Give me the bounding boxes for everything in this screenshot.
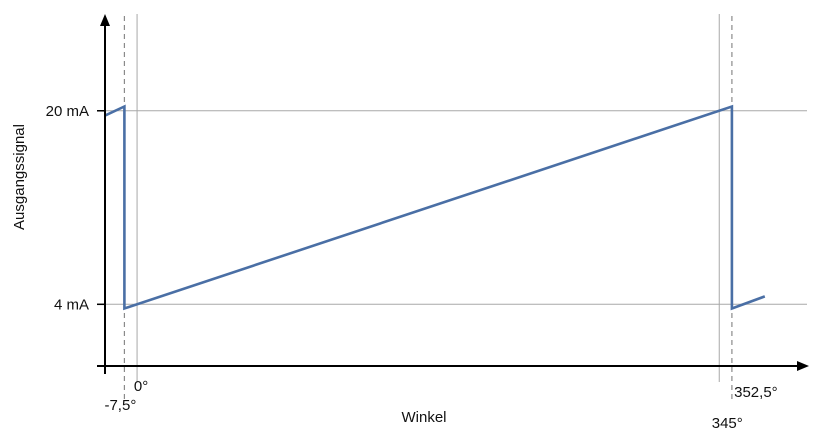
- grid-lines: [97, 14, 807, 382]
- y-tick-label: 4 mA: [54, 296, 89, 313]
- series-line: [104, 104, 766, 311]
- y-axis-label: Ausgangssignal: [11, 124, 28, 230]
- x-tick-label: 0°: [134, 378, 148, 395]
- x-tick-label: 352,5°: [734, 384, 778, 401]
- tick-labels: 4 mA 20 mA -7,5° 0° 345° 352,5°: [46, 103, 778, 432]
- series-layer: [104, 104, 766, 311]
- x-axis-arrow: [797, 361, 809, 371]
- x-axis-label: Winkel: [401, 409, 446, 426]
- x-tick-label: -7,5°: [104, 397, 136, 414]
- y-tick-label: 20 mA: [46, 103, 89, 120]
- x-tick-label: 345°: [712, 415, 743, 432]
- y-axis-arrow: [100, 14, 110, 26]
- axes: [97, 14, 809, 374]
